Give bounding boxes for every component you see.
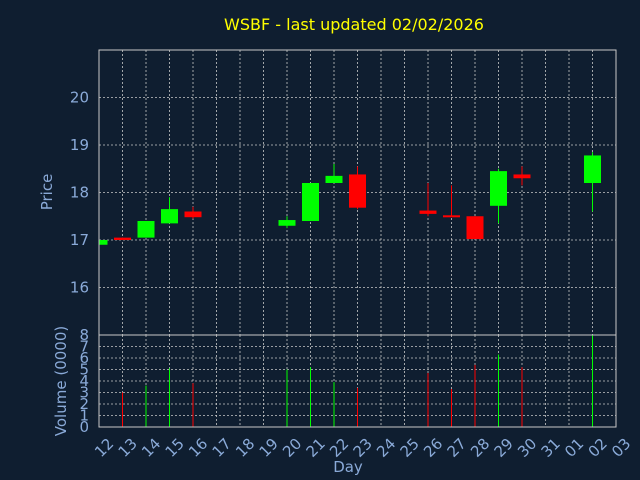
- x-tick-label: 29: [491, 435, 517, 461]
- candle: [161, 197, 178, 224]
- volume-tick-label: 2: [79, 395, 89, 413]
- candle-body: [513, 174, 531, 179]
- x-tick-label: 31: [538, 435, 564, 461]
- candle-body: [278, 220, 296, 226]
- candle-body: [419, 210, 437, 214]
- candle-body: [114, 237, 131, 240]
- x-tick-label: 02: [585, 435, 611, 461]
- x-tick-label: 25: [397, 435, 423, 461]
- price-tick-label: 19: [70, 136, 89, 154]
- candle: [114, 237, 131, 240]
- candle: [325, 164, 343, 183]
- x-tick-label: 20: [279, 435, 305, 461]
- candle-body: [584, 155, 601, 183]
- x-tick-label: 26: [420, 435, 446, 461]
- volume-tick-label: 7: [79, 338, 89, 356]
- volume-tick-label: 8: [79, 326, 89, 344]
- volume-tick-label: 4: [79, 372, 89, 390]
- price-axis-label: Price: [38, 174, 56, 211]
- candle-body: [466, 216, 484, 240]
- candle-body: [443, 215, 460, 218]
- candle-body: [302, 183, 319, 221]
- candlestick-series: [98, 152, 601, 245]
- candle-body: [137, 221, 155, 238]
- candle-body: [99, 240, 108, 245]
- candle-body: [161, 209, 178, 224]
- x-tick-label: 27: [444, 435, 470, 461]
- candle: [184, 206, 202, 219]
- x-tick-label: 28: [467, 435, 493, 461]
- volume-series: [122, 335, 593, 427]
- candle: [137, 221, 155, 238]
- candle: [419, 183, 437, 217]
- price-tick-label: 18: [70, 184, 89, 202]
- candle: [490, 168, 507, 224]
- candle: [443, 185, 460, 218]
- volume-tick-label: 5: [79, 361, 89, 379]
- x-tick-label: 12: [91, 435, 117, 461]
- candle-body: [490, 171, 507, 206]
- x-tick-label: 01: [561, 435, 587, 461]
- price-tick-label: 17: [70, 231, 89, 249]
- x-tick-label: 19: [256, 435, 282, 461]
- x-tick-label: 16: [185, 435, 211, 461]
- price-tick-label: 16: [70, 279, 89, 297]
- volume-tick-label: 0: [79, 418, 89, 436]
- candle-body: [325, 175, 343, 183]
- x-tick-label: 24: [373, 435, 399, 461]
- candle: [349, 166, 366, 210]
- volume-axis-label: Volume (0000): [52, 326, 70, 436]
- volume-tick-label: 6: [79, 349, 89, 367]
- x-tick-label: 03: [608, 435, 634, 461]
- x-tick-label: 14: [138, 435, 164, 461]
- candle: [98, 240, 108, 245]
- chart-title: WSBF - last updated 02/02/2026: [224, 15, 484, 34]
- volume-panel-frame: [98, 334, 617, 428]
- price-grid: [98, 50, 617, 335]
- candle: [513, 166, 531, 186]
- x-tick-label: 22: [326, 435, 352, 461]
- x-tick-label: 15: [162, 435, 188, 461]
- x-tick-label: 23: [350, 435, 376, 461]
- x-axis-label: Day: [333, 458, 363, 476]
- x-tick-label: 21: [303, 435, 329, 461]
- x-tick-label: 18: [232, 435, 258, 461]
- price-tick-label: 20: [70, 89, 89, 107]
- volume-tick-label: 1: [79, 407, 89, 425]
- candle-body: [184, 211, 202, 218]
- x-tick-label: 30: [514, 435, 540, 461]
- candle: [278, 216, 296, 229]
- x-tick-label: 17: [209, 435, 235, 461]
- candle: [302, 183, 319, 221]
- candle: [584, 152, 601, 212]
- candle: [466, 216, 484, 240]
- x-tick-label: 13: [115, 435, 141, 461]
- candle-body: [349, 174, 366, 208]
- volume-tick-label: 3: [79, 384, 89, 402]
- x-tick-labels: 1213141516171819202122232425262728293031…: [91, 435, 634, 461]
